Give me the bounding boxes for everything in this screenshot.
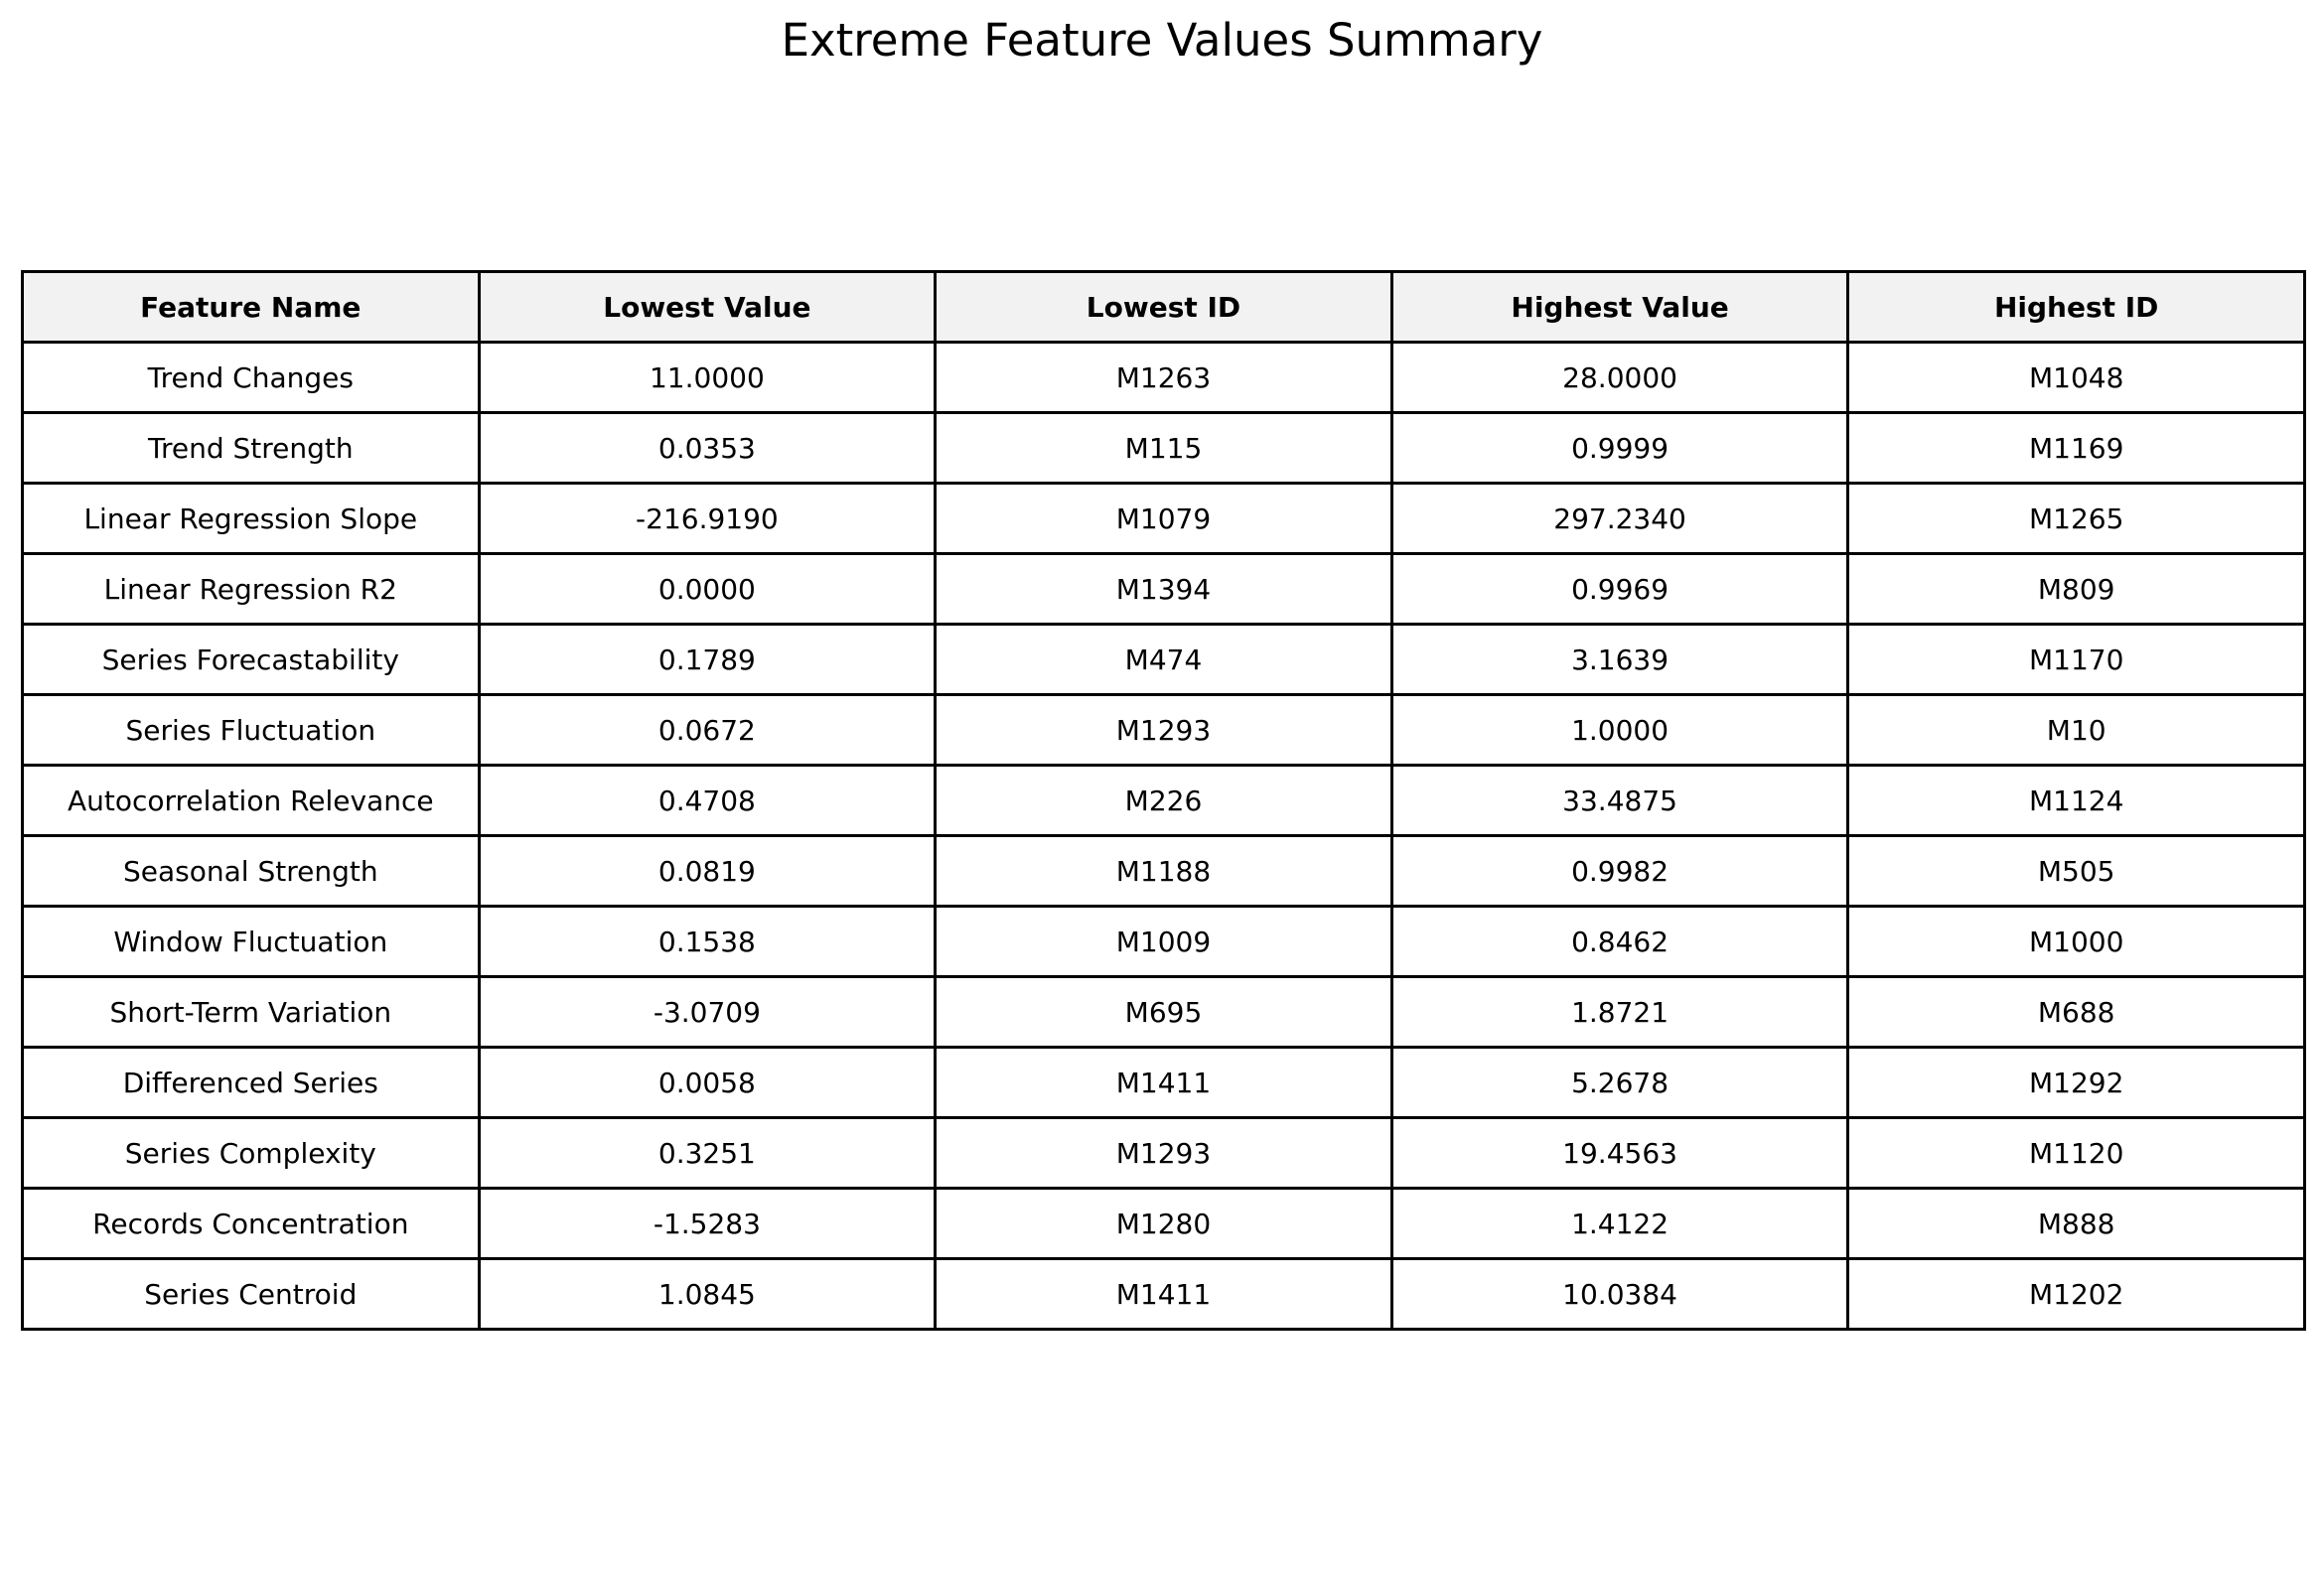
highest-value-cell: 33.4875 [1389, 764, 1850, 837]
highest-value-cell: 297.2340 [1389, 482, 1850, 555]
table-row: Linear Regression Slope -216.9190 M1079 297… [21, 482, 2306, 555]
table-row: Series Forecastability 0.1789 M474 3.1639 M1… [21, 623, 2306, 696]
feature-name-cell: Short-Term Variation [21, 975, 481, 1049]
lowest-value-cell: 0.0058 [477, 1046, 938, 1119]
lowest-value-cell: 11.0000 [477, 341, 938, 414]
header-row: Feature Name Lowest Value Lowest ID High… [21, 270, 2306, 344]
highest-value-cell: 0.9982 [1389, 834, 1850, 908]
lowest-value-cell: 0.1789 [477, 623, 938, 696]
feature-name-cell: Seasonal Strength [21, 834, 481, 908]
lowest-id-cell: M1293 [934, 1116, 1393, 1190]
highest-id-cell: M1124 [1846, 764, 2306, 837]
feature-name-cell: Trend Changes [21, 341, 481, 414]
highest-value-cell: 19.4563 [1389, 1116, 1850, 1190]
highest-value-cell: 1.0000 [1389, 693, 1850, 767]
highest-id-cell: M1120 [1846, 1116, 2306, 1190]
table-row: Window Fluctuation 0.1538 M1009 0.8462 M1000 [21, 905, 2306, 978]
table-row: Differenced Series 0.0058 M1411 5.2678 M1292 [21, 1046, 2306, 1119]
lowest-value-cell: -216.9190 [477, 482, 938, 555]
lowest-value-cell: -1.5283 [477, 1187, 938, 1260]
highest-value-cell: 0.8462 [1389, 905, 1850, 978]
highest-id-cell: M10 [1846, 693, 2306, 767]
feature-name-cell: Autocorrelation Relevance [21, 764, 481, 837]
lowest-id-cell: M1293 [934, 693, 1393, 767]
highest-id-cell: M1170 [1846, 623, 2306, 696]
lowest-id-cell: M1411 [934, 1257, 1393, 1331]
chart-title: Extreme Feature Values Summary [781, 14, 1543, 67]
lowest-value-cell: 0.0672 [477, 693, 938, 767]
feature-name-cell: Series Complexity [21, 1116, 481, 1190]
lowest-id-cell: M226 [934, 764, 1393, 837]
lowest-value-cell: 0.1538 [477, 905, 938, 978]
table-row: Records Concentration -1.5283 M1280 1.4122 M… [21, 1187, 2306, 1260]
table-row: Trend Changes 11.0000 M1263 28.0000 M1048 [21, 341, 2306, 414]
highest-value-cell: 0.9969 [1389, 552, 1850, 626]
highest-value-cell: 28.0000 [1389, 341, 1850, 414]
table-row: Trend Strength 0.0353 M115 0.9999 M1169 [21, 411, 2306, 485]
highest-value-cell: 1.8721 [1389, 975, 1850, 1049]
highest-id-cell: M505 [1846, 834, 2306, 908]
column-header-feature-name: Feature Name [21, 270, 481, 344]
highest-id-cell: M809 [1846, 552, 2306, 626]
highest-id-cell: M1048 [1846, 341, 2306, 414]
lowest-value-cell: 0.3251 [477, 1116, 938, 1190]
lowest-id-cell: M1009 [934, 905, 1393, 978]
highest-id-cell: M1202 [1846, 1257, 2306, 1331]
highest-value-cell: 3.1639 [1389, 623, 1850, 696]
lowest-id-cell: M1411 [934, 1046, 1393, 1119]
lowest-id-cell: M474 [934, 623, 1393, 696]
feature-name-cell: Differenced Series [21, 1046, 481, 1119]
lowest-id-cell: M695 [934, 975, 1393, 1049]
highest-value-cell: 5.2678 [1389, 1046, 1850, 1119]
table-row: Linear Regression R2 0.0000 M1394 0.9969 M80… [21, 552, 2306, 626]
highest-id-cell: M1265 [1846, 482, 2306, 555]
feature-name-cell: Records Concentration [21, 1187, 481, 1260]
summary-table: Feature Name Lowest Value Lowest ID High… [21, 270, 2306, 1331]
feature-name-cell: Trend Strength [21, 411, 481, 485]
lowest-value-cell: 0.0000 [477, 552, 938, 626]
lowest-id-cell: M1280 [934, 1187, 1393, 1260]
column-header-lowest-value: Lowest Value [477, 270, 938, 344]
feature-name-cell: Series Fluctuation [21, 693, 481, 767]
lowest-id-cell: M115 [934, 411, 1393, 485]
highest-id-cell: M888 [1846, 1187, 2306, 1260]
lowest-id-cell: M1263 [934, 341, 1393, 414]
highest-id-cell: M1000 [1846, 905, 2306, 978]
lowest-value-cell: 1.0845 [477, 1257, 938, 1331]
feature-name-cell: Window Fluctuation [21, 905, 481, 978]
highest-id-cell: M688 [1846, 975, 2306, 1049]
highest-value-cell: 1.4122 [1389, 1187, 1850, 1260]
lowest-id-cell: M1188 [934, 834, 1393, 908]
table-body: Trend Changes 11.0000 M1263 28.0000 M1048 Tre… [21, 341, 2306, 1331]
table-row: Series Fluctuation 0.0672 M1293 1.0000 M10 [21, 693, 2306, 767]
feature-name-cell: Linear Regression Slope [21, 482, 481, 555]
column-header-highest-value: Highest Value [1389, 270, 1850, 344]
table-row: Series Centroid 1.0845 M1411 10.0384 M1202 [21, 1257, 2306, 1331]
lowest-id-cell: M1079 [934, 482, 1393, 555]
feature-name-cell: Linear Regression R2 [21, 552, 481, 626]
highest-value-cell: 10.0384 [1389, 1257, 1850, 1331]
column-header-highest-id: Highest ID [1846, 270, 2306, 344]
lowest-value-cell: 0.0819 [477, 834, 938, 908]
table-row: Autocorrelation Relevance 0.4708 M226 33.48… [21, 764, 2306, 837]
highest-id-cell: M1169 [1846, 411, 2306, 485]
lowest-value-cell: 0.4708 [477, 764, 938, 837]
column-header-lowest-id: Lowest ID [934, 270, 1393, 344]
feature-name-cell: Series Forecastability [21, 623, 481, 696]
feature-name-cell: Series Centroid [21, 1257, 481, 1331]
lowest-value-cell: 0.0353 [477, 411, 938, 485]
table-row: Short-Term Variation -3.0709 M695 1.8721 M68… [21, 975, 2306, 1049]
lowest-value-cell: -3.0709 [477, 975, 938, 1049]
highest-id-cell: M1292 [1846, 1046, 2306, 1119]
lowest-id-cell: M1394 [934, 552, 1393, 626]
table-row: Seasonal Strength 0.0819 M1188 0.9982 M505 [21, 834, 2306, 908]
highest-value-cell: 0.9999 [1389, 411, 1850, 485]
table-row: Series Complexity 0.3251 M1293 19.4563 M1120 [21, 1116, 2306, 1190]
